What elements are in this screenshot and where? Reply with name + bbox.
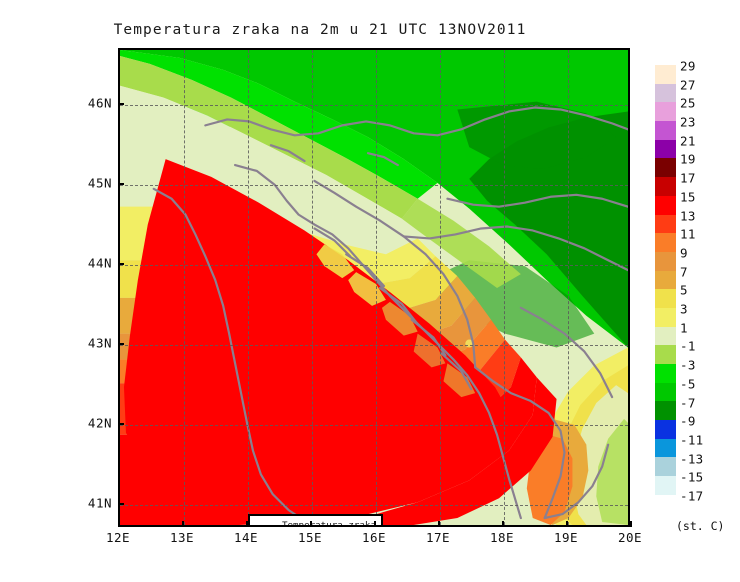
colorbar-swatch xyxy=(655,83,676,103)
x-axis-label: 20E xyxy=(617,530,643,545)
colorbar-tick-label: -3 xyxy=(680,357,696,373)
x-axis-label: 18E xyxy=(489,530,515,545)
colorbar-swatch xyxy=(655,382,676,402)
colorbar-tick-label: 15 xyxy=(680,189,696,205)
x-axis-label: 17E xyxy=(425,530,451,545)
colorbar-swatch xyxy=(655,177,676,196)
y-axis-tick xyxy=(118,103,124,105)
colorbar-swatch xyxy=(655,326,676,346)
x-axis-tick xyxy=(374,521,376,527)
map-plot-area: ©DHMZ Temperatura zraka na 2m (st. C) st… xyxy=(118,48,630,527)
colorbar-swatch xyxy=(655,345,676,364)
colorbar-tick-label: 5 xyxy=(680,282,688,298)
colorbar-swatch xyxy=(655,307,676,327)
colorbar-tick-label: -17 xyxy=(680,488,704,504)
colorbar-tick-label: 13 xyxy=(680,208,696,224)
x-axis-tick xyxy=(182,521,184,527)
y-axis-label: 42N xyxy=(87,415,112,431)
x-axis-label: 16E xyxy=(361,530,387,545)
colorbar-tick-label: 29 xyxy=(680,58,696,74)
x-axis-tick xyxy=(118,521,120,527)
colorbar-swatch xyxy=(655,158,676,178)
colorbar-swatch xyxy=(655,289,676,308)
page-title: Temperatura zraka na 2m u 21 UTC 13NOV20… xyxy=(113,22,527,38)
colorbar-tick-label: -5 xyxy=(680,376,696,392)
x-axis-tick xyxy=(630,521,632,527)
colorbar-tick-label: 3 xyxy=(680,301,688,317)
colorbar-swatch xyxy=(655,233,676,252)
colorbar-swatch xyxy=(655,121,676,140)
colorbar-swatch xyxy=(655,401,676,421)
colorbar-swatch xyxy=(655,420,676,439)
y-axis-tick xyxy=(118,263,124,265)
colorbar-tick-label: -1 xyxy=(680,338,696,354)
colorbar-swatch xyxy=(655,476,676,495)
colorbar-swatch xyxy=(655,102,676,122)
x-axis-tick xyxy=(246,521,248,527)
colorbar-tick-label: 19 xyxy=(680,151,696,167)
colorbar-tick-label: 9 xyxy=(680,245,688,261)
colorbar-unit-label: (st. C) xyxy=(676,519,725,533)
colorbar-tick-label: -15 xyxy=(680,469,704,485)
x-axis-tick xyxy=(310,521,312,527)
colorbar xyxy=(655,65,676,495)
colorbar-swatch xyxy=(655,457,676,477)
x-axis-tick xyxy=(566,521,568,527)
x-axis-label: 19E xyxy=(553,530,579,545)
colorbar-swatch xyxy=(655,251,676,271)
colorbar-tick-label: -11 xyxy=(680,432,704,448)
y-axis-tick xyxy=(118,503,124,505)
colorbar-tick-label: 17 xyxy=(680,170,696,186)
info-box: Temperatura zraka na 2m (st. C) start 00… xyxy=(248,514,383,527)
x-axis-tick xyxy=(438,521,440,527)
colorbar-tick-label: 25 xyxy=(680,95,696,111)
colorbar-tick-label: -7 xyxy=(680,395,696,411)
y-axis-label: 43N xyxy=(87,335,112,351)
colorbar-swatch xyxy=(655,139,676,159)
colorbar-swatch xyxy=(655,65,676,84)
colorbar-tick-labels: 29 27 25 23 21 19 17 15 13 11 9 7 5 3 1 -1 -3 -5 -7 -9 -11 -1… xyxy=(680,59,738,525)
x-axis-label: 15E xyxy=(297,530,323,545)
colorbar-tick-label: 7 xyxy=(680,264,688,280)
colorbar-swatch xyxy=(655,270,676,290)
y-axis-label: 44N xyxy=(87,255,112,271)
colorbar-swatch xyxy=(655,364,676,383)
info-line-1: Temperatura zraka xyxy=(281,520,376,527)
x-axis-tick xyxy=(502,521,504,527)
y-axis-tick xyxy=(118,423,124,425)
colorbar-swatch xyxy=(655,195,676,215)
colorbar-tick-label: -9 xyxy=(680,413,696,429)
colorbar-tick-label: 23 xyxy=(680,114,696,130)
colorbar-tick-label: 1 xyxy=(680,320,688,336)
y-axis-label: 45N xyxy=(87,175,112,191)
colorbar-tick-label: 27 xyxy=(680,77,696,93)
colorbar-tick-label: 21 xyxy=(680,133,696,149)
colorbar-tick-label: 11 xyxy=(680,226,696,242)
temperature-field xyxy=(120,50,628,525)
x-axis-label: 14E xyxy=(233,530,259,545)
colorbar-swatch xyxy=(655,214,676,234)
colorbar-tick-label: -13 xyxy=(680,451,704,467)
y-axis-label: 46N xyxy=(87,95,112,111)
colorbar-swatch xyxy=(655,438,676,458)
y-axis-label: 41N xyxy=(87,495,112,511)
y-axis-tick xyxy=(118,343,124,345)
y-axis-tick xyxy=(118,183,124,185)
x-axis-label: 12E xyxy=(105,530,131,545)
x-axis-label: 13E xyxy=(169,530,195,545)
